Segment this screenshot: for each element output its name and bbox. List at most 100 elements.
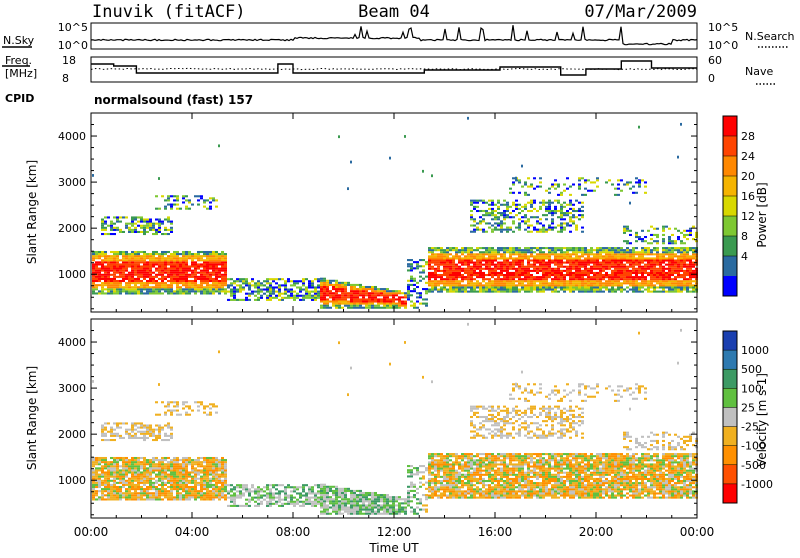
power-cell (161, 257, 164, 259)
power-cell (107, 280, 110, 282)
power-cell (503, 270, 506, 272)
power-cell (599, 286, 602, 288)
velocity-cell (227, 505, 230, 507)
velocity-cell (182, 490, 185, 492)
power-cell (518, 262, 521, 264)
power-cell (635, 280, 638, 282)
power-cell (521, 251, 524, 253)
power-cell (470, 214, 473, 216)
velocity-cell (224, 490, 227, 492)
velocity-cell (92, 463, 95, 465)
velocity-cell (119, 474, 122, 476)
power-cell (494, 270, 497, 272)
power-cell (371, 286, 374, 288)
power-cell (506, 204, 509, 206)
power-cell (560, 194, 563, 196)
power-cell (656, 291, 659, 293)
velocity-cell (92, 494, 95, 496)
power-cell (203, 261, 206, 263)
power-cell (101, 227, 104, 229)
velocity-cell (176, 401, 179, 403)
power-cell (458, 257, 461, 259)
power-cell (311, 295, 314, 297)
velocity-cell (200, 463, 203, 465)
power-cell (359, 290, 362, 292)
power-cell (569, 249, 572, 251)
power-cell (449, 278, 452, 280)
power-cell (554, 291, 557, 293)
power-cell (650, 264, 653, 266)
power-cell (581, 278, 584, 280)
nsearch-tick-top: 10^5 (708, 21, 738, 34)
power-cell (524, 266, 527, 268)
power-cell (527, 278, 530, 280)
power-cell (248, 295, 251, 297)
power-cell (200, 284, 203, 286)
power-cell (473, 231, 476, 233)
power-cell (248, 299, 251, 301)
power-cell (650, 226, 653, 228)
power-cell (554, 188, 557, 190)
power-cell (200, 292, 203, 294)
power-cell (383, 307, 386, 309)
power-cell (545, 270, 548, 272)
power-cell (179, 253, 182, 255)
power-cell (689, 234, 692, 236)
power-cell (533, 188, 536, 190)
power-cell (188, 276, 191, 278)
power-cell (293, 299, 296, 301)
velocity-cell (104, 427, 107, 429)
power-cell (587, 286, 590, 288)
power-cell (329, 280, 332, 282)
velocity-cell (233, 505, 236, 507)
power-cell (584, 278, 587, 280)
power-cell (182, 257, 185, 259)
power-cell (533, 216, 536, 218)
power-cell (542, 289, 545, 291)
power-cell (611, 253, 614, 255)
power-cell (218, 259, 221, 261)
power-cell (179, 274, 182, 276)
power-cell (134, 216, 137, 218)
power-cell (542, 284, 545, 286)
power-cell (629, 234, 632, 236)
power-cell (635, 274, 638, 276)
power-cell (596, 274, 599, 276)
velocity-cell (143, 471, 146, 473)
power-cell (158, 177, 160, 180)
power-cell (515, 206, 518, 208)
power-cell (128, 257, 131, 259)
power-cell (152, 227, 155, 229)
power-cell (512, 282, 515, 284)
power-cell (620, 251, 623, 253)
power-cell (572, 247, 575, 249)
power-cell (122, 268, 125, 270)
power-cell (503, 278, 506, 280)
power-cell (176, 253, 179, 255)
power-cell (218, 268, 221, 270)
power-cell (344, 294, 347, 296)
power-cell (512, 280, 515, 282)
power-cell (518, 212, 521, 214)
velocity-cell (209, 496, 212, 498)
power-cell (122, 265, 125, 267)
power-cell (365, 288, 368, 290)
power-cell (488, 251, 491, 253)
power-cell (638, 268, 641, 270)
power-cell (680, 123, 682, 126)
power-cell (230, 291, 233, 293)
power-cell (560, 251, 563, 253)
power-cell (212, 263, 215, 265)
power-cell (545, 276, 548, 278)
power-cell (638, 181, 641, 183)
power-cell (158, 272, 161, 274)
velocity-cell (140, 478, 143, 480)
velocity-cell (224, 459, 227, 461)
power-cell (143, 257, 146, 259)
velocity-cell (155, 498, 158, 500)
power-cell (620, 268, 623, 270)
power-cell (119, 270, 122, 272)
power-cell (443, 278, 446, 280)
power-cell (488, 257, 491, 259)
